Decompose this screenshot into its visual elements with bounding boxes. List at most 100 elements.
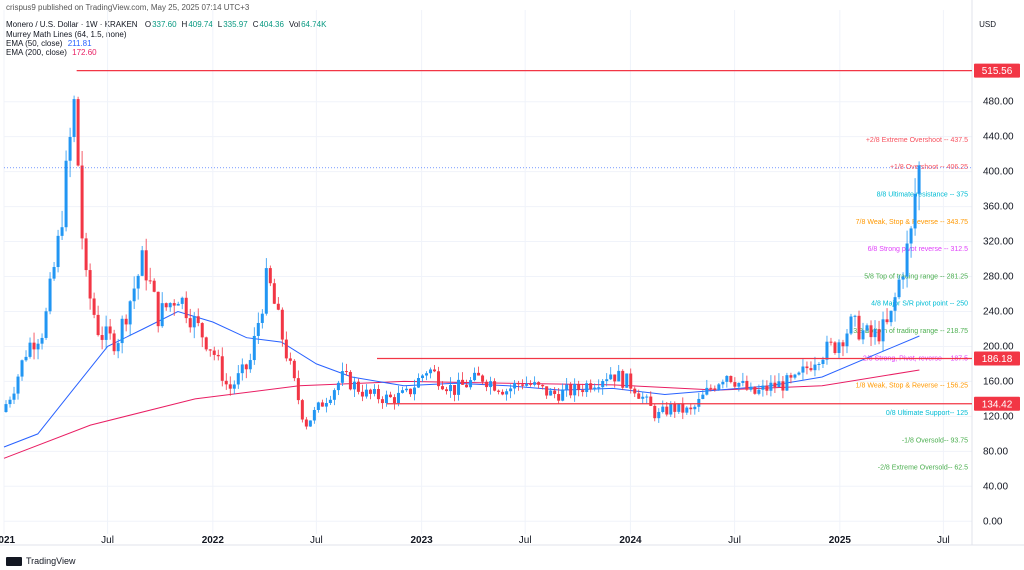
candle-body [20,360,24,377]
murrey-level-value: 375 [956,191,968,198]
candle-body [296,378,300,401]
murrey-level-value: 312.5 [950,246,968,253]
candle-body [64,160,68,228]
ohlc-value: 64.74K [301,20,327,29]
price-tag [974,351,1020,366]
candle-body [529,383,533,385]
murrey-level-value: 406.25 [947,164,969,171]
ohlc-key: Vol [288,20,301,29]
candle-body [104,326,108,340]
candle-body [729,375,733,383]
ema50-legend[interactable]: EMA (50, close) 211.81 [6,39,92,48]
candle-body [469,380,473,388]
y-tick-label: 40.00 [983,481,1008,492]
candle-body [733,382,737,387]
candle-body [617,370,621,382]
candle-body [340,371,344,383]
tradingview-logo-icon [6,556,22,566]
murrey-level-value: 93.75 [950,437,968,444]
candle-body [140,250,144,276]
candle-body [645,396,649,398]
candle-body [717,384,721,390]
candle-body [761,385,765,390]
y-tick-label: 160.00 [983,376,1014,387]
y-tick-label: 200.00 [983,341,1014,352]
candle-body [8,399,12,405]
candle-body [517,382,521,385]
candle-body [404,388,408,391]
ohlc-key: O [144,20,152,29]
candle-body [505,391,509,395]
candle-body [869,325,873,338]
candle-body [304,419,308,427]
candle-body [244,364,248,370]
y-tick-label: 320.00 [983,237,1014,248]
candle-body [164,303,168,308]
candle-body [44,311,48,338]
candle-body [4,404,8,412]
y-tick-label: 240.00 [983,306,1014,317]
candle-body [284,339,288,359]
candle-body [156,291,160,327]
candle-body [553,390,557,395]
ema50-label: EMA (50, close) [6,39,63,48]
candle-body [36,343,40,350]
ema200-legend[interactable]: EMA (200, close) 172.60 [6,48,97,57]
candle-body [637,393,641,399]
candle-body [825,341,829,360]
candle-body [92,298,96,315]
candle-body [248,360,252,370]
murrey-level-name: 6/8 Strong pivot reverse -- [868,246,951,253]
candle-body [897,279,901,298]
candle-body [613,374,617,382]
candle-body [805,366,809,369]
candle-body [344,371,348,373]
candle-body [817,363,821,365]
candle-body [497,390,501,392]
candle-body [152,280,156,292]
murrey-level-label: 8/8 Ultimate resistance -- 375 [877,191,969,198]
candle-body [60,227,64,236]
symbol-title[interactable]: Monero / U.S. Dollar · 1W · KRAKEN [6,20,138,29]
candle-body [689,407,693,410]
candle-body [449,384,453,392]
candle-body [256,322,260,336]
candle-body [56,235,60,268]
murrey-level-value: 250 [956,301,968,308]
candle-body [653,405,657,419]
candle-body [16,376,20,394]
candle-body [741,380,745,383]
ohlc-key: C [252,20,259,29]
candle-body [725,375,729,382]
candle-body [72,99,76,137]
candle-body [485,381,489,388]
candle-body [545,386,549,396]
candle-body [96,314,100,336]
murrey-level-name: 3/8 Bottom of trading range -- [853,328,946,335]
murrey-level-name: 4/8 Major S/R pivot point -- [871,301,956,308]
murrey-level-value: 437.5 [950,137,968,144]
candle-body [597,387,601,389]
x-tick-label: Jul [310,535,323,546]
candle-body [332,390,336,400]
candle-body [501,391,505,395]
candle-body [172,303,176,306]
currency-label[interactable]: USD [979,20,996,29]
murrey-level-name: 0/8 Ultimate Support-- [886,410,956,417]
candle-body [641,396,645,399]
candle-body [785,375,789,391]
candle-body [465,384,469,388]
ema50-value: 211.81 [67,39,92,48]
candle-body [84,238,88,271]
candle-body [232,384,236,389]
candle-body [264,268,268,314]
candle-body [713,388,717,390]
murrey-legend[interactable]: Murrey Math Lines (64, 1.5, none) [6,30,127,39]
ohlc-value: 335.97 [223,20,248,29]
candle-body [721,381,725,385]
candle-body [236,373,240,385]
candle-body [224,380,228,385]
candle-body [521,384,525,386]
candle-body [380,399,384,404]
